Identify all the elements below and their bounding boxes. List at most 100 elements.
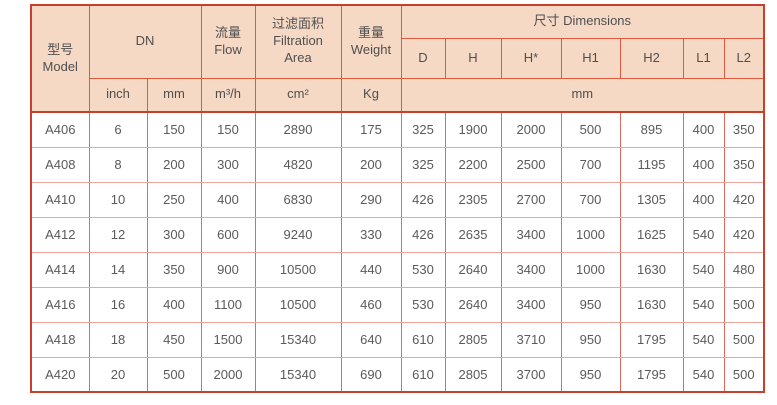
header-weight-en: Weight: [350, 41, 392, 57]
table-row: A416 16 400 1100 10500 460 530 2640 3400…: [30, 286, 765, 323]
cell: 440: [340, 251, 402, 288]
cell-model: A418: [30, 321, 90, 358]
cell: 1000: [560, 216, 621, 253]
header-flow: 流量 Flow: [200, 4, 256, 79]
cell: 420: [723, 216, 765, 253]
cell: 15340: [254, 321, 342, 358]
cell: 300: [146, 216, 202, 253]
cell: 540: [682, 251, 725, 288]
cell: 700: [560, 146, 621, 183]
cell: 2305: [444, 181, 502, 218]
cell: 3400: [500, 251, 562, 288]
cell: 325: [400, 146, 446, 183]
cell: 540: [682, 356, 725, 393]
cell: 20: [88, 356, 148, 393]
header-filtration-area: 过滤面积 Filtration Area: [254, 4, 342, 79]
cell-model: A410: [30, 181, 90, 218]
cell: 1795: [619, 356, 684, 393]
cell: 16: [88, 286, 148, 323]
spec-table-container: 型号 Model DN 流量 Flow 过滤面积 Filtration Area…: [30, 4, 766, 393]
cell: 460: [340, 286, 402, 323]
cell: 895: [619, 111, 684, 148]
header-weight-cn: 重量: [357, 24, 384, 40]
header-row-1: 型号 Model DN 流量 Flow 过滤面积 Filtration Area…: [30, 4, 765, 113]
cell: 500: [723, 356, 765, 393]
header-dim-d: D: [400, 37, 446, 79]
cell: 14: [88, 251, 148, 288]
cell: 400: [682, 111, 725, 148]
unit-inch: inch: [88, 77, 148, 113]
cell: 500: [560, 111, 621, 148]
cell: 540: [682, 216, 725, 253]
cell: 400: [682, 146, 725, 183]
cell: 450: [146, 321, 202, 358]
cell: 3400: [500, 286, 562, 323]
header-model: 型号 Model: [30, 4, 90, 113]
cell: 2200: [444, 146, 502, 183]
cell: 540: [682, 321, 725, 358]
cell: 150: [200, 111, 256, 148]
cell: 2890: [254, 111, 342, 148]
cell: 1305: [619, 181, 684, 218]
cell: 400: [200, 181, 256, 218]
cell: 2640: [444, 286, 502, 323]
cell: 2000: [500, 111, 562, 148]
unit-flow: m³/h: [200, 77, 256, 113]
table-row: A414 14 350 900 10500 440 530 2640 3400 …: [30, 251, 765, 288]
header-dim-l1: L1: [682, 37, 725, 79]
table-row: A406 6 150 150 2890 175 325 1900 2000 50…: [30, 111, 765, 148]
cell: 2635: [444, 216, 502, 253]
cell: 350: [723, 111, 765, 148]
cell: 640: [340, 321, 402, 358]
cell: 900: [200, 251, 256, 288]
cell: 200: [340, 146, 402, 183]
cell: 10500: [254, 251, 342, 288]
header-model-en: Model: [42, 58, 78, 74]
table-row: A408 8 200 300 4820 200 325 2200 2500 70…: [30, 146, 765, 183]
cell: 9240: [254, 216, 342, 253]
cell: 290: [340, 181, 402, 218]
header-weight: 重量 Weight: [340, 4, 402, 79]
cell: 12: [88, 216, 148, 253]
header-dim-h: H: [444, 37, 502, 79]
cell: 2640: [444, 251, 502, 288]
cell: 10500: [254, 286, 342, 323]
unit-mm: mm: [146, 77, 202, 113]
header-filtration-en2: Area: [284, 50, 312, 66]
cell-model: A412: [30, 216, 90, 253]
cell: 400: [146, 286, 202, 323]
cell: 200: [146, 146, 202, 183]
cell: 330: [340, 216, 402, 253]
table-row: A420 20 500 2000 15340 690 610 2805 3700…: [30, 356, 765, 393]
cell: 4820: [254, 146, 342, 183]
cell: 350: [146, 251, 202, 288]
spec-table: 型号 Model DN 流量 Flow 过滤面积 Filtration Area…: [30, 4, 766, 393]
cell: 10: [88, 181, 148, 218]
cell: 610: [400, 321, 446, 358]
cell: 950: [560, 356, 621, 393]
cell: 420: [723, 181, 765, 218]
cell: 690: [340, 356, 402, 393]
cell: 1000: [560, 251, 621, 288]
table-row: A418 18 450 1500 15340 640 610 2805 3710…: [30, 321, 765, 358]
header-dimensions: 尺寸 Dimensions: [400, 4, 765, 39]
cell: 540: [682, 286, 725, 323]
cell: 1625: [619, 216, 684, 253]
cell: 300: [200, 146, 256, 183]
header-flow-en: Flow: [214, 41, 242, 57]
cell: 6: [88, 111, 148, 148]
cell-model: A416: [30, 286, 90, 323]
cell: 1900: [444, 111, 502, 148]
cell: 500: [146, 356, 202, 393]
cell-model: A406: [30, 111, 90, 148]
cell: 15340: [254, 356, 342, 393]
cell: 18: [88, 321, 148, 358]
cell: 950: [560, 321, 621, 358]
cell: 480: [723, 251, 765, 288]
cell: 500: [723, 321, 765, 358]
cell: 6830: [254, 181, 342, 218]
cell: 600: [200, 216, 256, 253]
cell: 400: [682, 181, 725, 218]
header-dim-l2: L2: [723, 37, 765, 79]
cell: 530: [400, 286, 446, 323]
